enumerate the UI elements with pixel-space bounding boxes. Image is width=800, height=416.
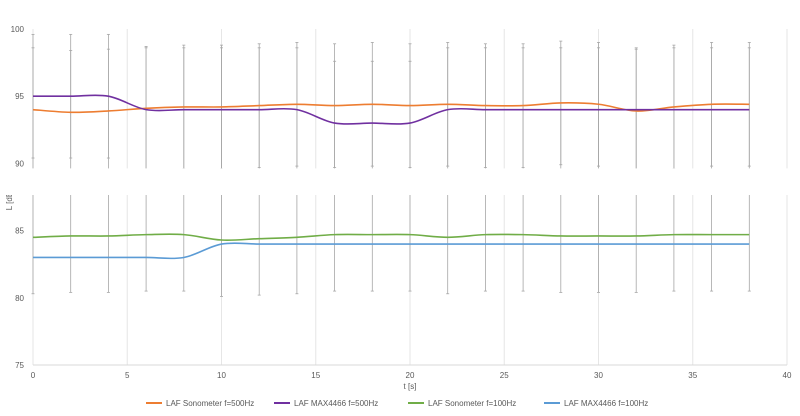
legend-label[interactable]: LAF Sonometer f=500Hz: [166, 399, 254, 408]
x-tick-label: 20: [406, 371, 415, 380]
x-axis-title: t [s]: [404, 382, 417, 391]
legend[interactable]: LAF Sonometer f=500Hz LAF MAX4466 f=500Hz…: [146, 399, 648, 408]
series-line-4: [33, 242, 750, 260]
legend-label[interactable]: LAF Sonometer f=100Hz: [428, 399, 516, 408]
y-tick-label: 75: [15, 361, 24, 370]
y-tick-label: 100: [11, 25, 25, 34]
x-tick-label: 30: [594, 371, 603, 380]
series-line-1: [32, 102, 750, 114]
x-tick-label: 25: [500, 371, 509, 380]
axis-break: [0, 168, 800, 195]
y-tick-label: 80: [15, 294, 24, 303]
x-tick-label: 15: [311, 371, 320, 380]
y-tick-label: 90: [15, 159, 24, 168]
y-tick-label: 85: [15, 227, 24, 236]
legend-label[interactable]: LAF MAX4466 f=100Hz: [564, 399, 648, 408]
x-tick-label: 0: [31, 371, 36, 380]
y-tick-label: 95: [15, 92, 24, 101]
legend-label[interactable]: LAF MAX4466 f=500Hz: [294, 399, 378, 408]
series-line-2: [33, 94, 750, 125]
series-line-3: [32, 233, 750, 241]
y-tick-labels: 75 80 85 90 95 100: [11, 25, 25, 370]
x-tick-label: 10: [217, 371, 226, 380]
x-tick-labels: 0 5 10 15 20 25 30 35 40: [31, 371, 792, 380]
axis-break-band: [0, 168, 800, 195]
y-axis-title: L [dB: [5, 192, 14, 210]
x-tick-label: 35: [688, 371, 697, 380]
x-tick-label: 40: [783, 371, 792, 380]
x-tick-label: 5: [125, 371, 130, 380]
series-lines: [32, 94, 750, 260]
